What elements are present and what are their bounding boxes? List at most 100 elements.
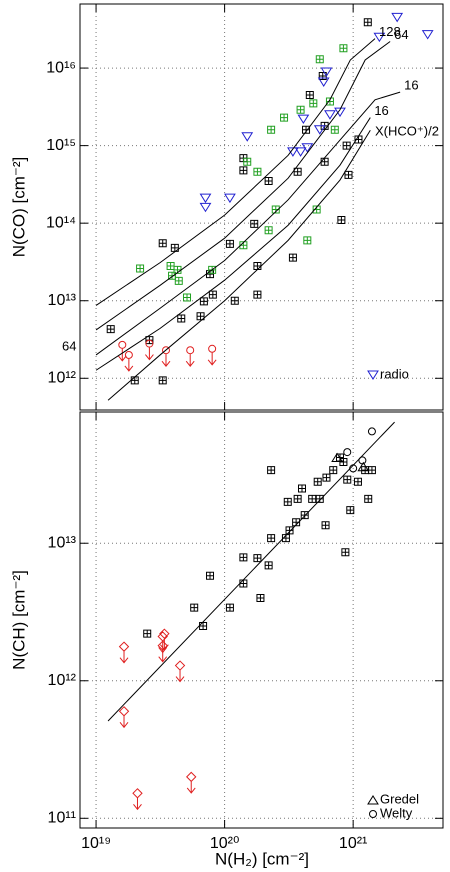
data-point bbox=[373, 32, 386, 43]
data-point bbox=[239, 166, 248, 175]
data-point bbox=[297, 484, 306, 493]
data-point bbox=[190, 603, 199, 612]
data-point bbox=[253, 290, 262, 299]
data-point bbox=[206, 571, 215, 580]
data-point bbox=[297, 114, 310, 125]
data-point bbox=[317, 77, 330, 88]
data-point bbox=[320, 67, 333, 77]
x-tick-label: 10¹⁹ bbox=[81, 835, 111, 852]
legend-marker bbox=[367, 795, 379, 805]
plot-frame bbox=[79, 411, 444, 829]
panel: 10¹²10¹³10¹⁴10¹⁵10¹⁶128641616radio64X(HC… bbox=[46, 3, 444, 411]
legend-label: Gredel bbox=[380, 791, 419, 806]
data-point bbox=[161, 346, 171, 368]
data-point bbox=[329, 466, 338, 475]
data-point bbox=[239, 553, 248, 562]
data-point bbox=[353, 477, 362, 486]
data-point bbox=[256, 593, 265, 602]
data-point bbox=[183, 293, 192, 302]
data-point bbox=[130, 376, 139, 385]
data-point bbox=[346, 506, 355, 515]
data-point bbox=[267, 466, 276, 475]
data-point bbox=[118, 641, 130, 664]
plot-frame bbox=[79, 3, 444, 411]
data-point bbox=[281, 534, 290, 543]
legend-label: Welty bbox=[380, 805, 413, 820]
data-point bbox=[132, 788, 143, 811]
y-tick-label: 10¹¹ bbox=[48, 810, 76, 827]
model-curve bbox=[107, 421, 395, 722]
x-tick-label: 10²⁰ bbox=[210, 835, 240, 852]
data-point bbox=[199, 297, 208, 306]
data-point bbox=[357, 461, 370, 472]
data-point bbox=[330, 125, 339, 134]
data-point bbox=[342, 141, 351, 150]
data-point bbox=[174, 660, 186, 683]
y-axis-title: N(CO) [cm⁻²] bbox=[9, 157, 28, 258]
data-point bbox=[158, 239, 167, 248]
data-point bbox=[157, 640, 168, 663]
model-curve bbox=[95, 117, 371, 371]
data-point bbox=[253, 554, 262, 563]
data-point bbox=[267, 534, 276, 543]
data-point bbox=[331, 452, 343, 463]
data-point bbox=[280, 113, 289, 122]
data-point bbox=[315, 494, 324, 503]
data-point bbox=[208, 290, 217, 299]
data-point bbox=[344, 170, 353, 179]
data-point bbox=[157, 631, 168, 654]
curve-label: 16 bbox=[404, 78, 418, 93]
curve-label: 64 bbox=[394, 27, 408, 42]
data-point bbox=[145, 339, 154, 361]
data-point bbox=[367, 466, 376, 475]
data-point bbox=[364, 494, 373, 503]
x-tick-label: 10²¹ bbox=[339, 835, 367, 852]
data-point bbox=[225, 603, 234, 612]
y-tick-label: 10¹⁴ bbox=[46, 214, 76, 231]
data-point bbox=[225, 239, 234, 248]
y-tick-label: 10¹⁶ bbox=[46, 59, 76, 76]
data-point bbox=[185, 346, 195, 368]
data-point bbox=[174, 276, 183, 285]
y-tick-label: 10¹² bbox=[48, 370, 77, 387]
y-tick-label: 10¹³ bbox=[48, 292, 77, 309]
data-point bbox=[305, 90, 314, 99]
x-axis-title: N(H₂) [cm⁻²] bbox=[215, 849, 309, 868]
data-point bbox=[170, 243, 179, 252]
data-point bbox=[320, 157, 329, 166]
annotation: 64 bbox=[62, 338, 76, 353]
data-point bbox=[166, 262, 175, 271]
data-point bbox=[300, 511, 309, 520]
curve-label: 16 bbox=[374, 103, 388, 118]
data-point bbox=[391, 12, 404, 23]
y-axis-title: N(CH) [cm⁻²] bbox=[9, 570, 28, 670]
data-point bbox=[118, 706, 130, 729]
curve-label: 128 bbox=[379, 24, 401, 39]
data-point bbox=[253, 167, 262, 176]
legend-marker bbox=[367, 370, 379, 380]
data-point bbox=[293, 494, 302, 503]
model-curve bbox=[95, 41, 391, 331]
data-point bbox=[301, 143, 314, 153]
data-point bbox=[230, 296, 239, 305]
data-point bbox=[158, 376, 167, 385]
data-point bbox=[196, 312, 205, 321]
y-tick-label: 10¹⁵ bbox=[46, 137, 76, 154]
data-point bbox=[367, 427, 376, 436]
data-point bbox=[267, 125, 276, 134]
data-point bbox=[349, 464, 358, 473]
data-point bbox=[309, 99, 318, 108]
data-point bbox=[106, 325, 115, 334]
data-point bbox=[293, 167, 302, 176]
model-curve bbox=[95, 91, 401, 356]
legend-label: radio bbox=[380, 366, 409, 381]
data-point bbox=[177, 314, 186, 323]
data-point bbox=[315, 55, 324, 64]
data-point bbox=[421, 30, 434, 40]
data-point bbox=[241, 132, 254, 142]
data-point bbox=[285, 526, 294, 535]
data-point bbox=[239, 579, 248, 588]
